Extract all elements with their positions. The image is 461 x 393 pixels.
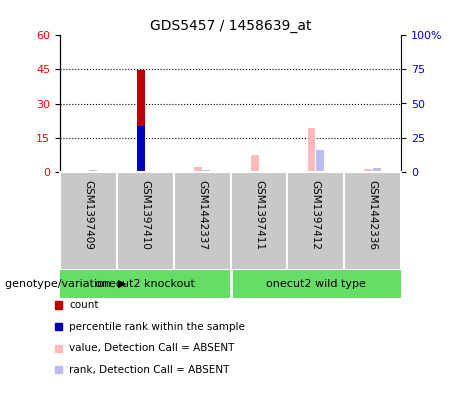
Bar — [89, 169, 96, 172]
Bar — [194, 167, 202, 172]
Text: GSM1442336: GSM1442336 — [367, 180, 378, 250]
Text: GSM1397409: GSM1397409 — [83, 180, 94, 250]
Text: GSM1397412: GSM1397412 — [311, 180, 321, 250]
Text: value, Detection Call = ABSENT: value, Detection Call = ABSENT — [69, 343, 235, 353]
Text: GSM1442337: GSM1442337 — [197, 180, 207, 250]
Text: GSM1397411: GSM1397411 — [254, 180, 264, 250]
Bar — [316, 150, 324, 172]
Text: GSM1397410: GSM1397410 — [140, 180, 150, 250]
Bar — [137, 70, 145, 172]
Text: count: count — [69, 300, 99, 310]
Text: onecut2 wild type: onecut2 wild type — [266, 279, 366, 289]
Bar — [202, 170, 210, 172]
Text: percentile rank within the sample: percentile rank within the sample — [69, 321, 245, 332]
Bar — [137, 171, 145, 172]
Bar — [307, 128, 315, 172]
Text: genotype/variation  ▶: genotype/variation ▶ — [5, 279, 126, 289]
Bar — [373, 168, 381, 172]
Title: GDS5457 / 1458639_at: GDS5457 / 1458639_at — [150, 18, 311, 33]
Bar — [251, 155, 259, 172]
Bar — [137, 126, 145, 172]
Bar — [365, 169, 372, 172]
Text: rank, Detection Call = ABSENT: rank, Detection Call = ABSENT — [69, 365, 230, 375]
Bar — [80, 171, 88, 172]
Text: onecut2 knockout: onecut2 knockout — [95, 279, 195, 289]
